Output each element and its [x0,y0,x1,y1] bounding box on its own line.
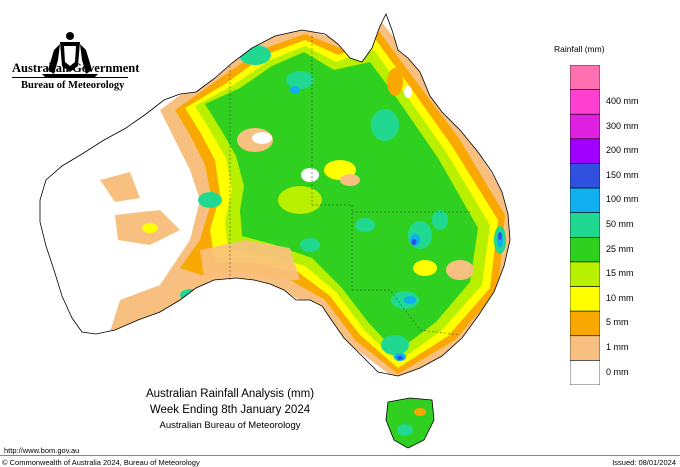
legend-swatch [570,113,600,140]
legend-swatch [570,310,600,337]
legend-swatch [570,360,600,385]
government-title: Australian Government [12,61,140,75]
legend-color-bar [570,65,600,385]
map-title-line3: Australian Bureau of Meteorology [159,420,301,431]
divider [12,77,128,78]
legend-swatch [570,286,600,312]
legend-label: 300 mm [606,120,639,131]
bureau-title: Bureau of Meteorology [21,80,125,91]
footer-url[interactable]: http://www.bom.gov.au [4,446,80,455]
footer-issued: Issued: 08/01/2024 [612,458,676,467]
legend-label: 50 mm [606,219,634,229]
legend-swatch [570,187,600,213]
legend-label: 25 mm [606,243,634,254]
legend-label: 10 mm [606,292,634,303]
legend-label: 0 mm [606,366,629,377]
footer-divider [0,455,680,456]
map-title-line2: Week Ending 8th January 2024 [149,404,311,416]
legend-swatch [570,89,600,115]
coat-of-arms-icon [42,32,98,78]
legend-swatch [570,212,600,238]
legend-swatch [570,261,600,287]
legend-label: 150 mm [606,169,639,180]
map-title-line1: Australian Rainfall Analysis (mm) [145,388,315,400]
legend-label: 1 mm [606,342,629,353]
legend-label: 200 mm [606,145,639,156]
legend-swatch [570,335,600,361]
legend-label: 400 mm [606,95,639,106]
legend-title: Rainfall (mm) [554,44,605,54]
legend-swatch [570,138,600,164]
legend-label: 100 mm [606,194,639,205]
legend-swatch [570,163,600,189]
legend-label: 5 mm [606,317,629,328]
legend-swatch [570,237,600,263]
legend-label: 15 mm [606,268,634,279]
legend-swatch-top [570,65,600,90]
footer-copyright: © Commonwealth of Australia 2024, Bureau… [2,458,200,467]
